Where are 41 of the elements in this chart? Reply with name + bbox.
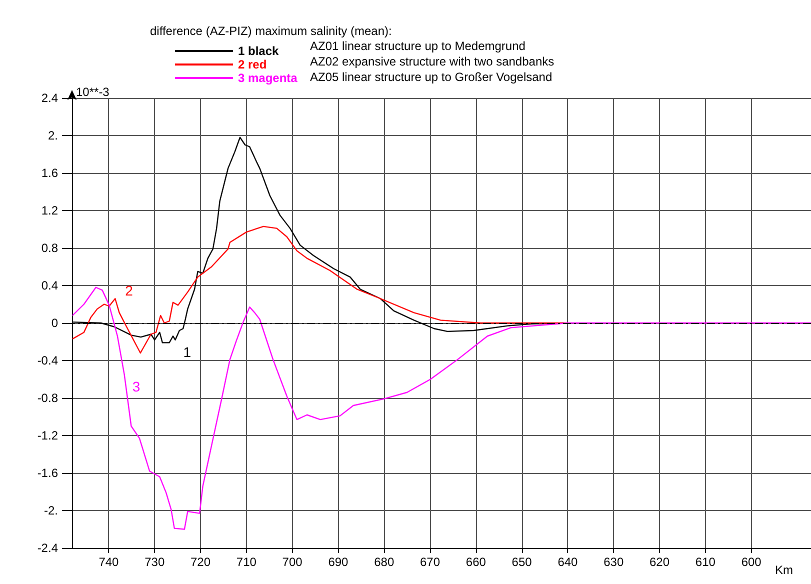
legend-label: 3 magenta xyxy=(238,71,298,85)
x-tick-label: 730 xyxy=(144,555,165,569)
x-tick-label: 680 xyxy=(374,555,394,569)
line-series xyxy=(72,286,811,530)
x-tick-label: 600 xyxy=(741,555,762,569)
legend-label: 2 red xyxy=(238,58,267,72)
x-tick-label: 630 xyxy=(604,555,624,569)
annotation: 2 xyxy=(125,282,134,299)
x-tick-label: 720 xyxy=(190,555,211,569)
y-tick-label: 0 xyxy=(51,316,58,330)
annotation: 1 xyxy=(183,344,192,360)
y-tick-label: 0.4 xyxy=(41,278,58,292)
x-tick-label: 740 xyxy=(98,555,120,569)
y-tick-label: -2.4 xyxy=(37,541,58,555)
y-tick-label: -2. xyxy=(44,504,58,518)
y-tick-label: 1.6 xyxy=(41,166,58,180)
y-tick-label: -1.6 xyxy=(37,466,58,480)
y-axis-title: 10**-3 xyxy=(76,85,110,99)
y-tick-label: 2.4 xyxy=(41,91,58,105)
y-tick-label: 2. xyxy=(48,128,58,142)
x-axis-title: Km xyxy=(775,563,794,577)
x-tick-label: 660 xyxy=(466,555,486,569)
y-tick-label: -1.2 xyxy=(37,428,58,442)
x-tick-label: 610 xyxy=(695,555,716,569)
y-tick-label: 1.2 xyxy=(41,204,58,218)
x-tick-label: 710 xyxy=(236,555,257,569)
legend-title: difference (AZ-PIZ) maximum salinity (mean): xyxy=(150,24,392,38)
text: AZ05 linear structure up to Großer Vogelsand xyxy=(310,70,552,84)
y-tick-label: 0.8 xyxy=(41,241,58,255)
x-tick-label: 620 xyxy=(650,555,670,569)
y-tick-label: -0.4 xyxy=(37,354,58,368)
x-tick-label: 650 xyxy=(512,555,532,569)
annotation: 3 xyxy=(132,378,140,395)
legend-label: 1 black xyxy=(238,44,280,58)
text: AZ02 expansive structure with two sandbanks xyxy=(310,54,554,68)
y-tick-label: -0.8 xyxy=(37,391,58,405)
x-tick-label: 640 xyxy=(558,555,578,569)
x-tick-label: 670 xyxy=(420,555,440,569)
text: AZ01 linear structure up to Medemgrund xyxy=(310,39,526,53)
x-tick-label: 700 xyxy=(282,555,303,569)
x-tick-label: 690 xyxy=(328,555,349,569)
